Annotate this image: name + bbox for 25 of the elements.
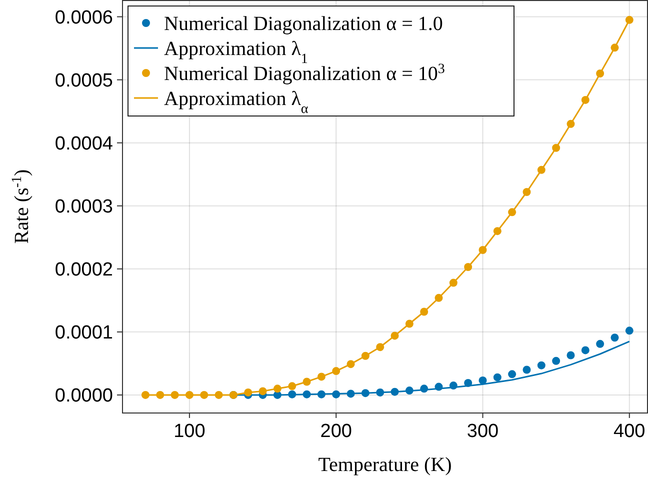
point (552, 356, 560, 365)
legend-label: Approximation λ$_{α}$ (164, 88, 309, 116)
y-tick-label: 0.0000 (54, 386, 113, 407)
point (625, 326, 634, 335)
point (566, 351, 575, 360)
x-tick-label: 400 (614, 421, 646, 442)
x-tick-label: 100 (174, 421, 206, 442)
y-tick-label: 0.0005 (54, 70, 113, 92)
point (610, 334, 619, 342)
point (522, 366, 531, 374)
x-tick-label: 300 (466, 421, 499, 442)
x-axis-title: Temperature (K) (318, 454, 452, 476)
y-tick-label: 0.0006 (54, 7, 113, 28)
point (596, 340, 604, 348)
x-tick-label: 200 (320, 421, 352, 442)
y-tick-label: 0.0004 (54, 133, 114, 154)
point (508, 370, 516, 378)
point (478, 376, 487, 384)
y-tick-label: 0.0001 (54, 322, 113, 344)
point (537, 361, 546, 370)
y-tick-label: 0.0002 (54, 260, 113, 281)
point (493, 373, 502, 382)
point (581, 346, 590, 354)
legend-label: Numerical Diagonalization α = 1.0 (164, 13, 443, 35)
y-tick-label: 0.0003 (54, 196, 113, 218)
